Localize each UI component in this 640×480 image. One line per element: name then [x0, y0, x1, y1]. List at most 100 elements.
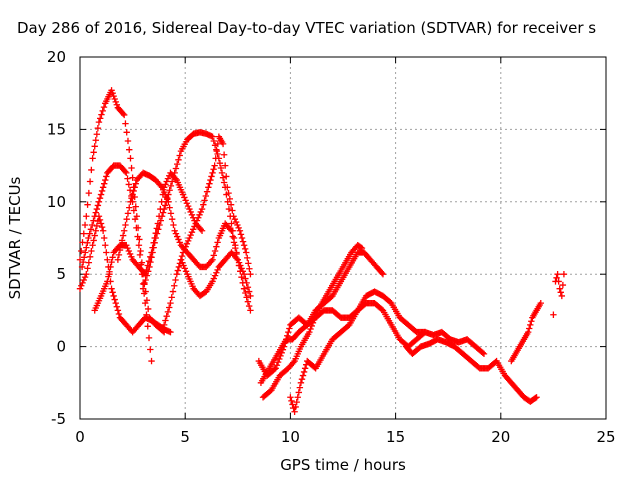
data-point — [148, 357, 155, 365]
data-point — [153, 230, 161, 237]
data-points — [76, 87, 568, 415]
data-point — [127, 198, 134, 205]
data-point — [183, 200, 191, 207]
data-point — [145, 257, 153, 265]
series-s1 — [76, 87, 168, 336]
data-point — [88, 247, 95, 255]
data-point — [146, 263, 153, 271]
data-point — [235, 259, 243, 266]
data-point — [554, 271, 561, 278]
data-point — [124, 175, 131, 182]
data-point — [229, 207, 236, 214]
data-point — [175, 263, 183, 271]
data-point — [245, 288, 253, 295]
data-point — [92, 137, 99, 144]
data-point — [96, 216, 104, 224]
data-point — [110, 292, 117, 300]
data-point — [124, 137, 132, 145]
data-point — [123, 215, 130, 223]
series-s14 — [508, 299, 544, 365]
data-point — [89, 242, 96, 249]
data-point — [115, 251, 123, 259]
data-point — [81, 221, 89, 229]
data-point — [308, 322, 315, 330]
data-point — [84, 265, 91, 272]
data-point — [181, 265, 188, 272]
data-point — [170, 173, 177, 181]
data-point — [128, 253, 135, 261]
data-point — [147, 346, 154, 353]
data-point — [100, 103, 108, 111]
data-point — [182, 243, 189, 250]
data-point — [162, 202, 169, 209]
data-point — [171, 282, 178, 289]
data-point — [310, 316, 318, 323]
data-point — [139, 285, 147, 292]
data-point — [208, 257, 215, 265]
series-s11 — [259, 242, 366, 401]
series-s7 — [160, 133, 254, 329]
data-point — [98, 187, 106, 195]
data-point — [214, 266, 221, 274]
data-point — [108, 285, 115, 292]
data-point — [313, 310, 320, 317]
data-point — [150, 244, 157, 251]
data-point — [200, 201, 207, 208]
data-point — [246, 265, 253, 272]
data-point — [168, 215, 176, 223]
data-point — [186, 234, 193, 242]
data-point — [83, 271, 90, 278]
data-point — [228, 220, 235, 227]
data-point — [133, 224, 140, 232]
data-point — [120, 227, 128, 234]
data-point — [219, 174, 227, 181]
chart-title: Day 286 of 2016, Sidereal Day-to-day VTE… — [17, 19, 596, 37]
data-point — [244, 254, 251, 262]
data-point — [131, 215, 139, 223]
data-point — [201, 197, 208, 204]
data-point — [179, 191, 187, 198]
data-point — [151, 239, 158, 247]
data-point — [167, 299, 174, 307]
data-point — [89, 155, 96, 162]
data-point — [79, 279, 86, 287]
data-point — [126, 204, 133, 211]
data-point — [115, 310, 123, 318]
data-point — [149, 249, 156, 256]
data-point — [103, 249, 110, 256]
data-point — [226, 195, 234, 203]
data-point — [125, 181, 133, 188]
y-tick-label: 0 — [56, 338, 66, 356]
data-point — [294, 394, 301, 401]
data-point — [172, 165, 180, 172]
y-tick-label: 20 — [47, 48, 66, 66]
data-point — [173, 271, 180, 278]
data-point — [78, 263, 86, 271]
data-point — [88, 166, 95, 174]
data-point — [558, 292, 566, 300]
data-point — [295, 389, 303, 396]
data-point — [164, 308, 172, 316]
data-point — [163, 312, 170, 320]
data-point — [233, 255, 240, 262]
data-point — [104, 278, 111, 285]
data-point — [126, 146, 133, 153]
data-point — [557, 289, 564, 296]
data-point — [164, 175, 172, 182]
data-point — [126, 250, 134, 258]
y-tick-label: 5 — [56, 265, 66, 283]
data-point — [309, 319, 317, 327]
data-point — [117, 242, 125, 249]
data-point — [300, 368, 308, 376]
data-point — [130, 207, 138, 214]
data-point — [171, 169, 178, 177]
x-tick-label: 25 — [596, 428, 615, 446]
data-point — [241, 245, 249, 253]
y-tick-label: 15 — [47, 120, 66, 138]
data-point — [157, 217, 164, 224]
data-point — [234, 256, 241, 263]
data-point — [81, 273, 89, 281]
data-point — [171, 227, 178, 234]
x-tick-label: 10 — [281, 428, 300, 446]
data-point — [127, 155, 134, 162]
